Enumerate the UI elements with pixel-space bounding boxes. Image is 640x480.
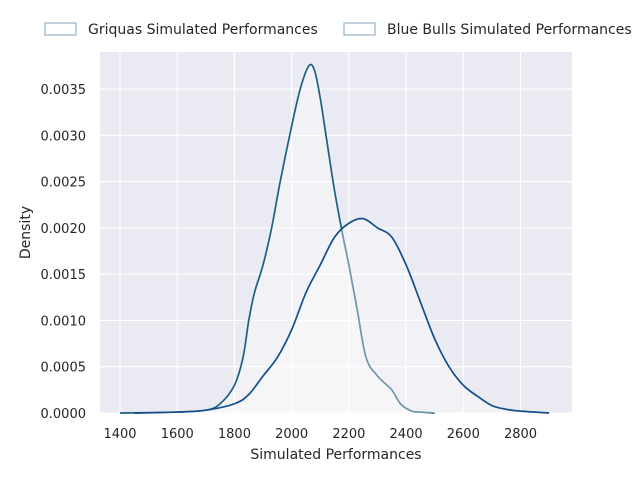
grid (100, 52, 572, 414)
y-tick-label: 0.0020 (41, 222, 87, 237)
y-axis-label: Density (18, 206, 34, 259)
series-layer (120, 63, 550, 414)
y-tick-label: 0.0000 (41, 407, 87, 422)
x-tick-label: 2200 (332, 427, 365, 442)
y-tick-label: 0.0015 (41, 268, 87, 283)
x-tick-label: 2000 (275, 427, 308, 442)
x-tick-label: 1400 (103, 427, 136, 442)
y-tick-label: 0.0025 (41, 176, 87, 191)
x-tick-label: 2600 (447, 427, 480, 442)
plot-area (100, 52, 572, 413)
y-tick-label: 0.0005 (41, 361, 87, 376)
x-axis-ticks: 1400 1600 1800 2000 2200 2400 2600 2800 (103, 427, 537, 442)
y-tick-label: 0.0010 (41, 314, 87, 329)
y-axis-ticks: 0.0000 0.0005 0.0010 0.0015 0.0020 0.0025 0.00… (41, 83, 87, 422)
density-line-1 (134, 217, 550, 414)
y-tick-label: 0.0035 (41, 83, 87, 98)
legend-swatch-0 (44, 22, 77, 36)
legend-label-0: Griquas Simulated Performances (88, 22, 318, 38)
legend: Griquas Simulated Performances Blue Bulls… (44, 22, 632, 38)
density-line-0 (120, 63, 435, 414)
x-axis-label: Simulated Performances (250, 447, 421, 463)
y-tick-label: 0.0030 (41, 129, 87, 144)
x-tick-label: 2800 (504, 427, 537, 442)
x-tick-label: 2400 (390, 427, 423, 442)
density-fill-0 (120, 64, 435, 414)
legend-label-1: Blue Bulls Simulated Performances (387, 22, 632, 38)
legend-swatch-1 (343, 22, 376, 36)
x-tick-label: 1600 (161, 427, 194, 442)
density-fill-1 (134, 218, 550, 413)
x-tick-label: 1800 (218, 427, 251, 442)
